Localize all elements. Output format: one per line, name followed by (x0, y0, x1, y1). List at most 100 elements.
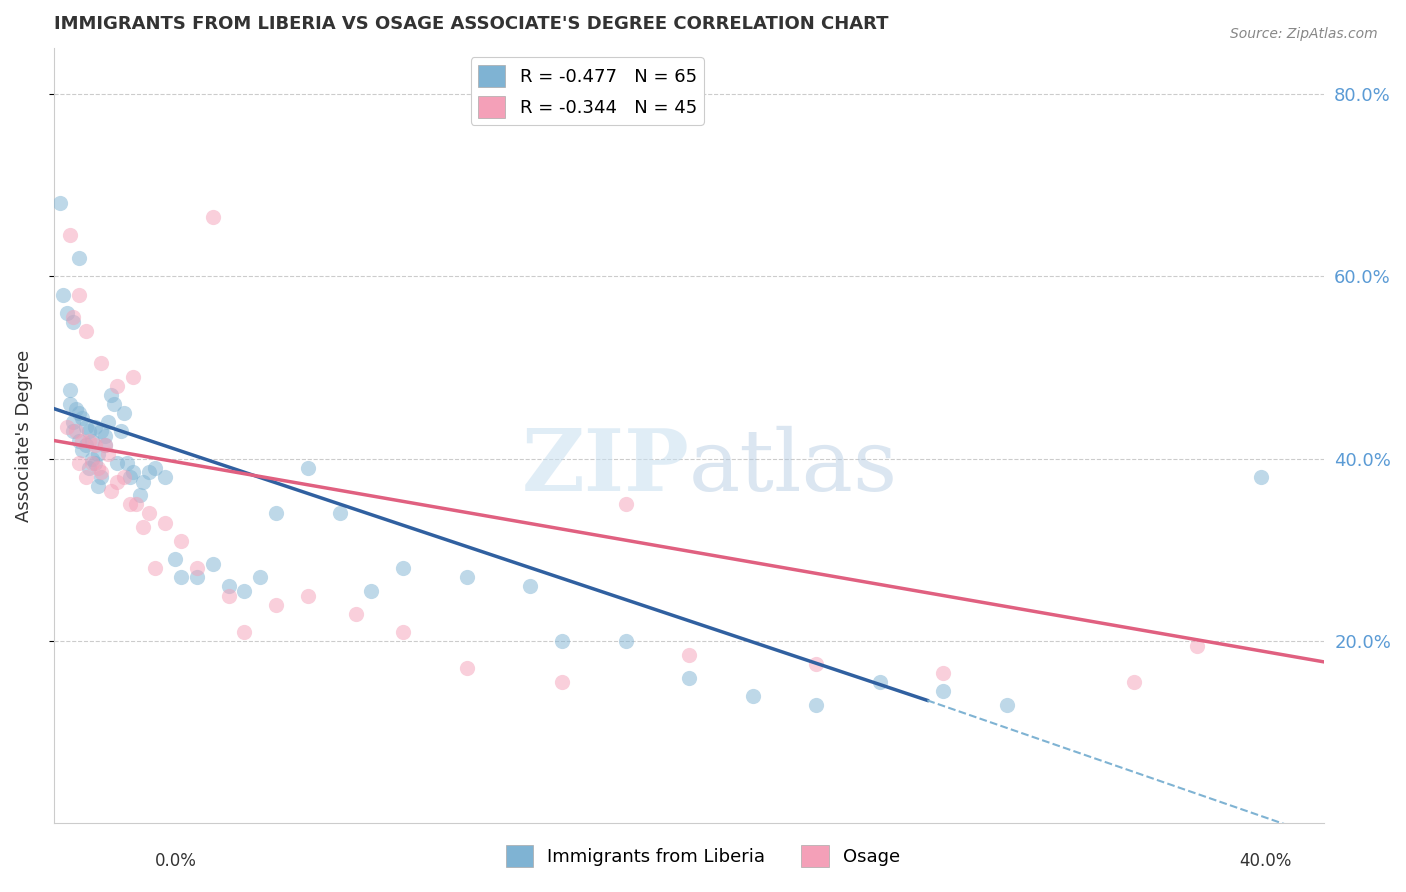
Text: Source: ZipAtlas.com: Source: ZipAtlas.com (1230, 27, 1378, 41)
Point (551, 634, 574, 648)
Point (90, 466, 112, 480)
Point (55, 420, 77, 434)
Point (153, 516, 176, 530)
Point (869, 675, 891, 690)
Point (75, 420, 97, 434)
Point (103, 397, 125, 411)
Legend: R = -0.477   N = 65, R = -0.344   N = 45: R = -0.477 N = 65, R = -0.344 N = 45 (471, 57, 704, 125)
Point (87, 447, 110, 461)
Point (614, 497, 637, 511)
Point (125, 497, 148, 511)
Point (170, 570, 193, 584)
Point (233, 625, 256, 640)
Point (80, 451, 103, 466)
Point (170, 533, 193, 548)
Point (804, 698, 827, 712)
Point (1187, 639, 1209, 653)
Point (614, 634, 637, 648)
Point (264, 507, 287, 521)
Point (59, 397, 82, 411)
Point (90, 470, 112, 484)
Point (87, 461, 110, 475)
Point (264, 598, 287, 612)
Point (110, 425, 132, 439)
Point (77, 434, 100, 448)
Point (75, 324, 97, 338)
Point (59, 384, 82, 398)
Point (201, 557, 224, 571)
Point (62, 425, 84, 439)
Text: IMMIGRANTS FROM LIBERIA VS OSAGE ASSOCIATE'S DEGREE CORRELATION CHART: IMMIGRANTS FROM LIBERIA VS OSAGE ASSOCIA… (53, 15, 889, 33)
Point (49, 196, 72, 211)
Point (67, 456, 90, 470)
Point (62, 315, 84, 329)
Text: atlas: atlas (689, 425, 898, 508)
Point (80, 434, 103, 448)
Point (122, 369, 145, 384)
Point (59, 228, 82, 243)
Point (100, 483, 122, 498)
Point (329, 507, 352, 521)
Point (741, 689, 763, 703)
Point (93, 438, 115, 452)
Y-axis label: Associate's Degree: Associate's Degree (15, 350, 32, 522)
Point (90, 425, 112, 439)
Point (186, 570, 208, 584)
Point (201, 210, 224, 224)
Point (132, 475, 155, 489)
Point (297, 589, 319, 603)
Point (360, 584, 382, 599)
Point (80, 456, 103, 470)
Point (145, 561, 167, 575)
Point (120, 470, 142, 484)
Point (456, 661, 478, 675)
Point (67, 287, 90, 301)
Point (72, 442, 94, 457)
Point (67, 434, 90, 448)
Point (218, 589, 240, 603)
Point (1122, 675, 1144, 690)
Point (77, 425, 100, 439)
Point (145, 461, 167, 475)
Point (932, 666, 955, 681)
Point (84, 438, 107, 452)
Point (1250, 470, 1272, 484)
Point (105, 379, 128, 393)
Point (67, 406, 90, 420)
Point (128, 488, 150, 502)
Point (678, 671, 700, 685)
Point (90, 356, 112, 370)
Point (93, 438, 115, 452)
Point (804, 657, 827, 671)
Point (392, 561, 415, 575)
Point (62, 310, 84, 325)
Point (678, 648, 700, 662)
Point (97, 415, 120, 429)
Point (456, 570, 478, 584)
Legend: Immigrants from Liberia, Osage: Immigrants from Liberia, Osage (499, 838, 907, 874)
Point (93, 429, 115, 443)
Point (218, 579, 240, 593)
Point (55, 306, 77, 320)
Point (519, 579, 541, 593)
Point (105, 456, 128, 470)
Point (52, 287, 75, 301)
Text: ZIP: ZIP (522, 425, 689, 509)
Point (122, 466, 145, 480)
Point (75, 438, 97, 452)
Point (132, 520, 155, 534)
Point (84, 420, 107, 434)
Point (77, 461, 100, 475)
Point (112, 470, 135, 484)
Point (551, 675, 574, 690)
Text: 0.0%: 0.0% (155, 852, 197, 870)
Point (72, 434, 94, 448)
Text: 40.0%: 40.0% (1239, 852, 1292, 870)
Point (249, 570, 271, 584)
Point (233, 584, 256, 599)
Point (186, 561, 208, 575)
Point (72, 410, 94, 425)
Point (105, 475, 128, 489)
Point (87, 479, 110, 493)
Point (65, 425, 87, 439)
